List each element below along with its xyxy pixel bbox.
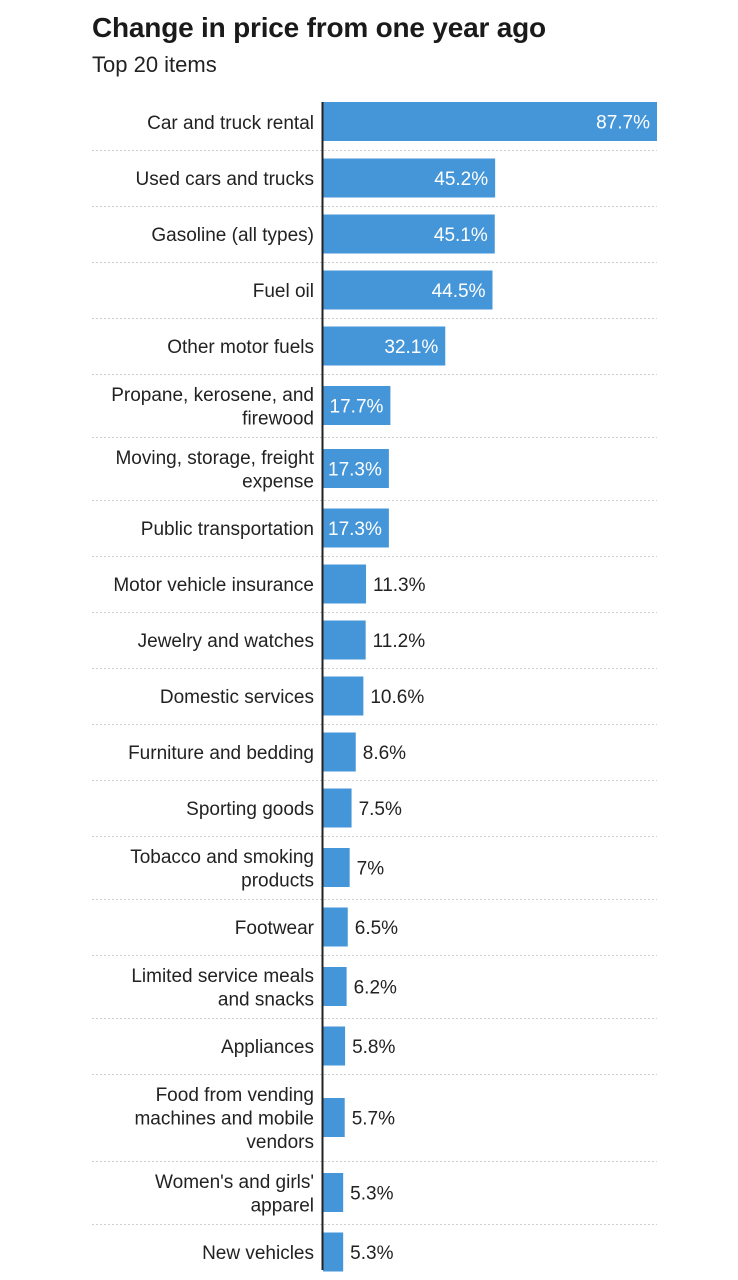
bar xyxy=(323,848,350,887)
bar xyxy=(323,102,657,141)
data-label: 32.1% xyxy=(384,337,438,358)
data-label: 45.1% xyxy=(434,225,488,246)
category-label: Tobacco and smoking products xyxy=(130,847,314,892)
bar xyxy=(323,732,356,772)
bar xyxy=(323,676,364,716)
bar xyxy=(323,1026,346,1066)
bar xyxy=(323,508,389,548)
data-label: 17.3% xyxy=(328,519,382,540)
data-label: 5.8% xyxy=(352,1037,395,1058)
category-label: Furniture and bedding xyxy=(128,743,314,764)
data-label: 5.7% xyxy=(352,1109,395,1130)
data-label: 5.3% xyxy=(350,1243,393,1264)
bar xyxy=(323,1173,344,1212)
data-label: 6.2% xyxy=(354,978,397,999)
category-label: Women's and girls' apparel xyxy=(155,1172,314,1217)
bar xyxy=(323,1098,345,1137)
data-label: 8.6% xyxy=(363,743,406,764)
bar xyxy=(323,386,391,425)
data-label: 45.2% xyxy=(434,169,488,190)
bar xyxy=(323,788,352,828)
category-label: Motor vehicle insurance xyxy=(113,575,314,596)
data-label: 11.2% xyxy=(373,631,426,652)
data-label: 7.5% xyxy=(359,799,402,820)
category-label: Public transportation xyxy=(141,519,314,540)
category-label: Jewelry and watches xyxy=(138,631,314,652)
category-label: Used cars and trucks xyxy=(136,169,314,190)
category-label: Fuel oil xyxy=(253,281,314,302)
data-label: 6.5% xyxy=(355,918,398,939)
data-label: 11.3% xyxy=(373,575,426,596)
category-label: Appliances xyxy=(221,1037,314,1058)
category-label: Car and truck rental xyxy=(147,113,314,134)
bar xyxy=(323,907,348,947)
bar xyxy=(323,967,347,1006)
category-label: Footwear xyxy=(235,918,315,939)
data-label: 87.7% xyxy=(596,113,650,134)
bar xyxy=(323,214,495,254)
category-label: Domestic services xyxy=(160,687,314,708)
chart-subtitle: Top 20 items xyxy=(92,52,217,77)
data-label: 10.6% xyxy=(370,687,424,708)
chart-title: Change in price from one year ago xyxy=(92,12,546,43)
category-label: Moving, storage, freight expense xyxy=(115,448,314,493)
category-label: Food from vending machines and mobile vend… xyxy=(134,1085,314,1153)
data-label: 5.3% xyxy=(350,1184,393,1205)
data-label: 17.3% xyxy=(328,460,382,481)
category-label: New vehicles xyxy=(202,1243,314,1264)
bar xyxy=(323,620,366,660)
data-label: 7% xyxy=(357,859,385,880)
bar xyxy=(323,1232,344,1272)
data-label: 44.5% xyxy=(432,281,486,302)
bar xyxy=(323,326,446,366)
bar xyxy=(323,158,496,198)
category-label: Propane, kerosene, and firewood xyxy=(111,385,314,430)
category-label: Sporting goods xyxy=(186,799,314,820)
category-label: Gasoline (all types) xyxy=(151,225,314,246)
data-label: 17.7% xyxy=(330,397,384,418)
bar xyxy=(323,449,389,488)
category-label: Other motor fuels xyxy=(167,337,314,358)
bar xyxy=(323,564,367,604)
category-label: Limited service meals and snacks xyxy=(131,966,314,1011)
bar xyxy=(323,270,493,310)
